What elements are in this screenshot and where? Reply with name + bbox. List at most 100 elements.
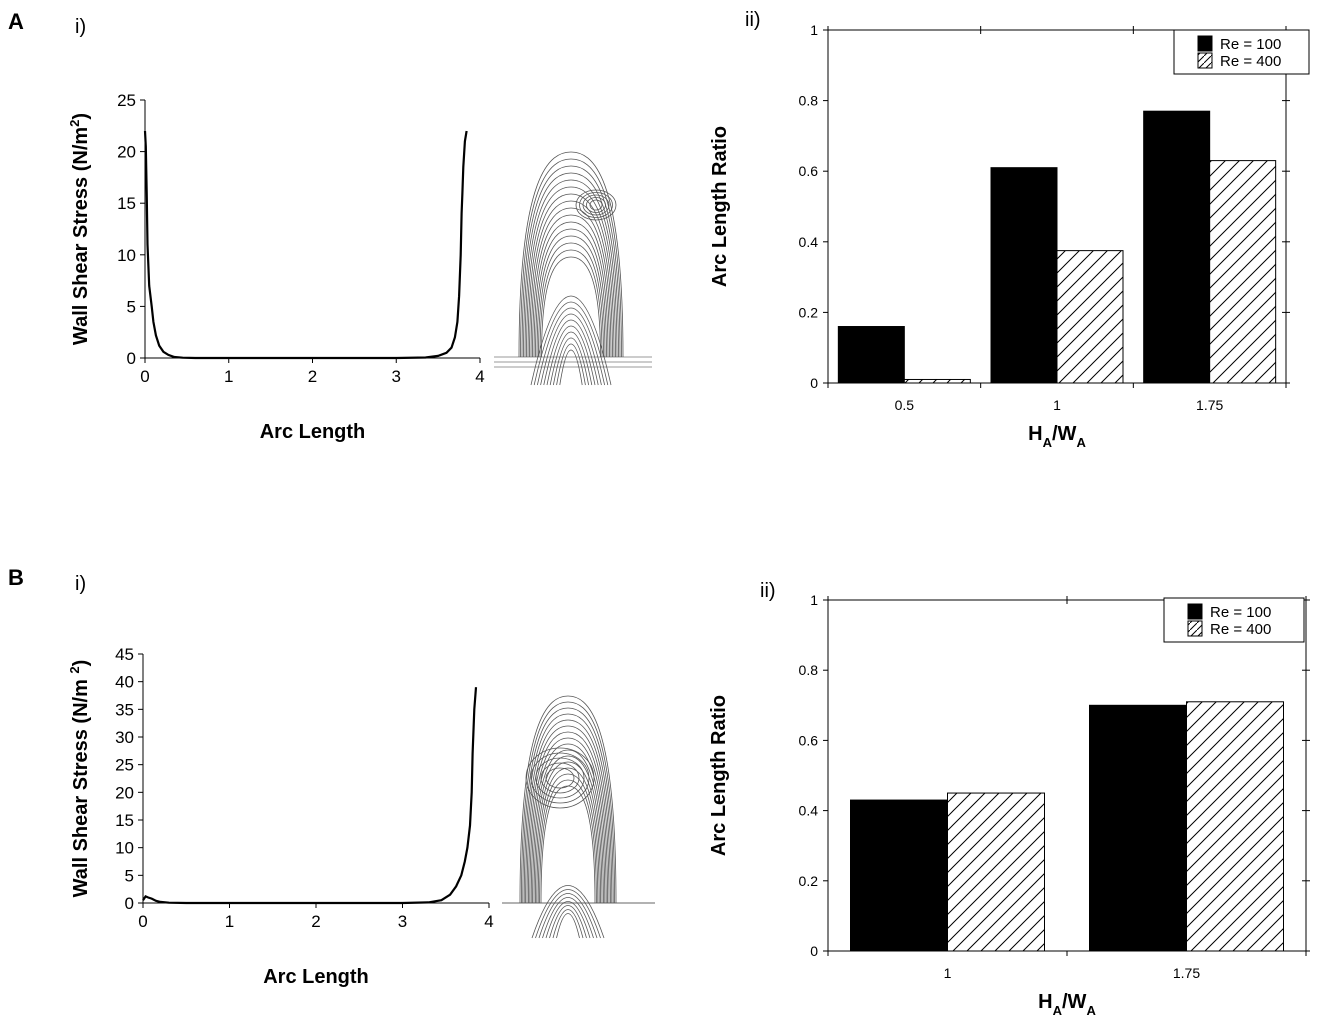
y-tick-label: 5 (125, 866, 134, 885)
y-axis-title: Wall Shear Stress (N/m 2) (67, 660, 92, 898)
series-line (143, 130, 468, 360)
y-tick-label: 20 (117, 143, 136, 162)
streamline (518, 151, 624, 358)
y-tick-label: 0.4 (799, 234, 819, 250)
y-tick-label: 0.2 (799, 873, 819, 889)
y-tick-label: 0 (810, 375, 818, 391)
streamline (519, 695, 617, 904)
y-tick-label: 10 (115, 839, 134, 858)
bar-re400 (947, 792, 1045, 952)
bar-re100 (1143, 110, 1211, 384)
streamline (529, 737, 607, 904)
bar-re400 (1056, 250, 1124, 384)
x-tick-label: 1 (225, 912, 234, 931)
vortex-streamline (535, 757, 585, 799)
legend-swatch (1197, 35, 1213, 52)
x-tick-label: 2 (308, 367, 317, 386)
jet-streamline (552, 909, 584, 939)
jet-streamline (549, 331, 593, 386)
vortex-streamline (545, 767, 575, 789)
x-tick-label: 2 (311, 912, 320, 931)
vortex-streamline (582, 194, 610, 216)
panel-A-ii-label: ii) (745, 9, 761, 31)
y-tick-label: 25 (115, 756, 134, 775)
x-tick-label: 1.75 (1196, 397, 1223, 413)
streamline-inset-a (494, 151, 652, 386)
x-tick-label: 3 (398, 912, 407, 931)
legend-box (1163, 597, 1305, 643)
y-tick-label: 0.4 (799, 803, 819, 819)
chart-a-i-wall-shear-stress: 0 1 2 3 4 0 5 10 15 20 25 Arc Length Wall Shear Stre… (67, 91, 485, 443)
legend-label: Re = 400 (1220, 53, 1281, 70)
y-tick-label: 0.6 (799, 163, 819, 179)
jet-streamline (531, 885, 605, 939)
streamline (541, 256, 601, 358)
streamline (535, 761, 601, 904)
jet-streamline (538, 893, 598, 939)
y-tick-label: 0.2 (799, 304, 819, 320)
legend-swatch (1187, 603, 1203, 620)
streamline (529, 200, 613, 358)
streamline (522, 707, 614, 904)
streamline (521, 165, 621, 358)
streamline (533, 221, 609, 358)
y-tick-label: 5 (127, 297, 136, 316)
legend-label: Re = 100 (1210, 604, 1271, 621)
vortex-streamline (575, 189, 617, 221)
y-tick-label: 45 (115, 645, 134, 664)
x-tick-label: 4 (484, 912, 493, 931)
streamline-inset-b (502, 695, 655, 939)
y-tick-label: 40 (115, 673, 134, 692)
streamline (520, 158, 622, 358)
chart-a-ii-arc-length-ratio: 0 0.2 0.4 0.6 0.8 1 0.5 1 1.75 HA/WA Arc Length Ra… (709, 22, 1310, 450)
streamline (536, 235, 606, 358)
streamline (530, 743, 606, 904)
y-tick-label: 30 (115, 728, 134, 747)
panel-A-i-label: i) (75, 16, 86, 38)
bar-re400 (1209, 160, 1277, 384)
streamline (528, 731, 608, 904)
x-tick-label: 0.5 (895, 397, 915, 413)
bar-re100 (837, 326, 905, 384)
panel-letter-B: B (8, 565, 24, 590)
streamline (535, 228, 607, 358)
streamline (526, 725, 610, 904)
streamline (527, 193, 615, 358)
streamline (532, 749, 604, 904)
legend-swatch (1187, 620, 1203, 637)
x-tick-label: 1.75 (1173, 965, 1200, 981)
x-tick-label: 1 (1053, 397, 1061, 413)
streamline (539, 249, 603, 358)
y-tick-label: 0.8 (799, 662, 819, 678)
y-tick-label: 15 (117, 194, 136, 213)
jet-streamline (556, 913, 580, 939)
streamline (538, 242, 604, 358)
streamline (521, 701, 615, 904)
jet-streamline (556, 343, 586, 386)
y-axis-title: Arc Length Ratio (708, 695, 730, 856)
x-axis-title: Arc Length (260, 421, 366, 443)
x-axis-title: HA/WA (1028, 423, 1086, 450)
legend-swatch (1197, 52, 1213, 69)
x-tick-label: 1 (224, 367, 233, 386)
jet-streamline (537, 307, 605, 386)
vortex-streamline (586, 197, 606, 213)
streamline (530, 207, 612, 358)
streamline (539, 779, 597, 904)
jet-streamline (540, 313, 602, 386)
y-tick-label: 1 (810, 22, 818, 38)
panel-letter-A: A (8, 9, 24, 34)
y-tick-label: 10 (117, 246, 136, 265)
x-tick-label: 0 (140, 367, 149, 386)
y-tick-label: 0 (125, 894, 134, 913)
y-tick-label: 25 (117, 91, 136, 110)
jet-streamline (546, 325, 596, 386)
y-tick-label: 0.6 (799, 732, 819, 748)
legend-label: Re = 100 (1220, 36, 1281, 53)
streamline (523, 172, 619, 358)
y-axis-title: Arc Length Ratio (709, 126, 731, 287)
x-tick-label: 3 (392, 367, 401, 386)
streamline (523, 713, 613, 904)
